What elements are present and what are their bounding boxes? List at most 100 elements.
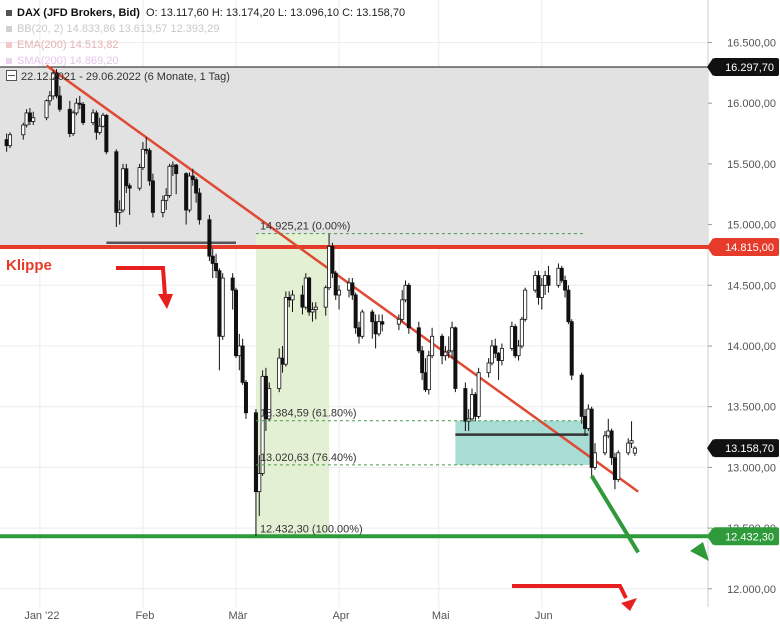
candles-layer [4, 69, 637, 537]
candle-body [327, 246, 332, 289]
candle-body [629, 440, 634, 444]
price-flag-tip [707, 58, 713, 77]
candle-body [290, 294, 295, 301]
candle-body [609, 430, 614, 459]
legend-bb-row[interactable]: BB(20, 2) 14.833,86 13.613,57 12.393,29 [6, 21, 405, 37]
candle-body [546, 275, 551, 286]
price-tick-label: 13.000,00 [727, 462, 776, 474]
candle-body [4, 139, 9, 147]
resistance-zone [0, 67, 708, 248]
candle-body [197, 192, 202, 221]
candle-body [57, 95, 62, 110]
candle-body [74, 102, 79, 114]
range-toggle-icon[interactable] [6, 70, 17, 81]
indicator-dot-icon [6, 58, 12, 65]
candle-body [473, 394, 478, 417]
candle-body [167, 165, 172, 196]
price-flag-label: 13.158,70 [725, 443, 774, 455]
down-arrow-1 [116, 266, 167, 297]
collapse-icon[interactable] [6, 10, 12, 17]
candle-body [283, 297, 288, 365]
candle-body [589, 408, 594, 468]
candle-body [453, 327, 458, 389]
candle-body [147, 150, 152, 182]
time-tick-label: Jun [535, 610, 553, 622]
candle-body [400, 299, 405, 320]
candle-body [330, 246, 335, 274]
candle-body [543, 275, 548, 286]
lines-layer [0, 64, 708, 554]
price-tick-label: 15.000,00 [727, 220, 776, 232]
candle-body [287, 297, 292, 301]
fibonacci-level-label: 12.432,30 (100.00%) [260, 523, 363, 535]
time-tick-label: Feb [135, 610, 154, 622]
candle-body [569, 321, 574, 376]
candle-body [476, 372, 481, 417]
candle-body [160, 199, 165, 213]
candle-body [101, 114, 106, 127]
bb-indicator: BB(20, 2) 14.833,86 13.613,57 12.393,29 [17, 23, 220, 35]
candle-body [233, 289, 238, 357]
candle-body [114, 151, 119, 213]
candle-body [253, 412, 258, 493]
candle-body [174, 164, 179, 175]
candle-body [523, 289, 528, 320]
candle-body [450, 327, 455, 352]
candle-body [579, 374, 584, 417]
candle-body [27, 112, 32, 122]
candle-body [556, 267, 561, 286]
candle-body [333, 272, 338, 296]
candle-body [370, 311, 375, 323]
fibonacci-zone [255, 233, 330, 537]
instrument-name: DAX (JFD Brokers, Bid) [17, 7, 140, 19]
candle-body [184, 173, 189, 211]
candle-body [496, 352, 501, 361]
date-range: 22.12.2021 - 29.06.2022 (6 Monate, 1 Tag… [21, 71, 230, 83]
candle-body [489, 345, 494, 364]
candle-body [24, 112, 29, 126]
candle-body [493, 345, 498, 354]
price-flag-tip [707, 238, 713, 257]
candle-body [54, 72, 59, 97]
candle-body [230, 277, 235, 291]
price-axis: 12.000,0012.500,0013.000,0013.500,0014.0… [707, 37, 779, 596]
candle-body [77, 102, 82, 105]
candle-body [7, 134, 12, 147]
candle-body [280, 357, 285, 365]
candle-body [260, 375, 265, 474]
candle-body [21, 124, 26, 136]
candle-body [516, 345, 521, 357]
legend-title-row: DAX (JFD Brokers, Bid) O: 13.117,60 H: 1… [6, 5, 405, 21]
candle-body [583, 416, 588, 429]
candle-body [486, 362, 491, 374]
legend-ema-row[interactable]: EMA(200) 14.513,82 [6, 37, 405, 53]
candle-body [499, 348, 504, 361]
legend-sma-row[interactable]: SMA(200) 14.869,20 [6, 53, 405, 69]
candle-body [164, 195, 169, 201]
ema-indicator: EMA(200) 14.513,82 [17, 39, 119, 51]
arrows-layer [116, 266, 709, 611]
candle-body [137, 167, 142, 189]
candle-body [187, 175, 192, 211]
price-tick-label: 13.500,00 [727, 402, 776, 414]
fibonacci-level-label: 13.384,59 (61.80%) [260, 408, 357, 420]
time-tick-label: Mai [432, 610, 450, 622]
candle-body [356, 327, 361, 337]
indicator-dot-icon [6, 26, 12, 33]
candle-body [592, 452, 597, 468]
candle-body [353, 294, 358, 329]
candle-body [612, 457, 617, 480]
candle-body [533, 275, 538, 291]
candle-body [303, 277, 308, 308]
candle-body [31, 117, 36, 122]
candle-body [443, 351, 448, 357]
candle-body [144, 148, 149, 151]
candle-body [360, 311, 365, 337]
legend-range-row[interactable]: 22.12.2021 - 29.06.2022 (6 Monate, 1 Tag… [6, 69, 405, 85]
time-tick-label: Jan '22 [24, 610, 59, 622]
candle-body [267, 388, 272, 420]
candle-body [257, 473, 262, 493]
price-flag-label: 16.297,70 [725, 62, 774, 74]
candle-body [539, 284, 544, 298]
